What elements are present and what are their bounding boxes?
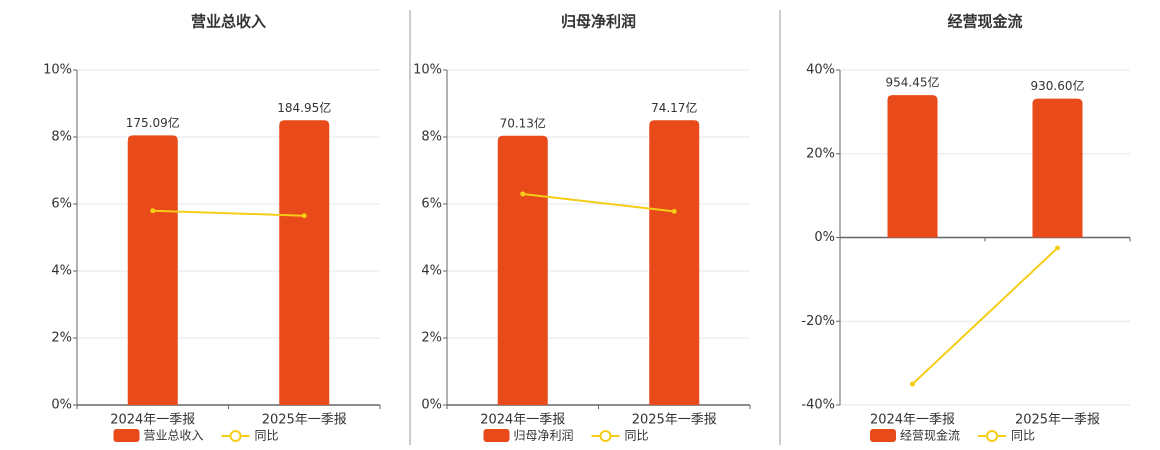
- y-tick-label: 4%: [51, 264, 72, 279]
- line-point: [671, 208, 677, 214]
- bar: [649, 120, 700, 405]
- x-tick-label: 2024年一季报: [110, 413, 195, 428]
- line: [522, 192, 675, 213]
- chart-title: 营业总收入: [191, 13, 266, 31]
- bar-value-label: 184.95亿: [277, 100, 331, 115]
- y-tick-label: 6%: [421, 197, 442, 212]
- y-tick-label: -40%: [801, 398, 835, 413]
- line-point: [910, 381, 915, 387]
- x-tick-label: 2025年一季报: [632, 413, 717, 428]
- line: [152, 209, 305, 217]
- legend-marker: [986, 430, 999, 442]
- x-tick-label: 2024年一季报: [870, 413, 955, 428]
- y-tick-label: 10%: [43, 63, 72, 78]
- y-tick-label: 2%: [421, 331, 442, 346]
- chart-title: 经营现金流: [947, 13, 1022, 31]
- line: [911, 247, 1059, 385]
- bar: [279, 120, 330, 405]
- legend-swatch: [483, 429, 510, 442]
- line-point: [520, 191, 526, 197]
- legend-marker: [599, 430, 612, 442]
- bar: [887, 95, 938, 238]
- legend-swatch: [870, 429, 896, 442]
- y-tick-label: 0%: [814, 230, 835, 245]
- legend-label: 归母净利润: [514, 429, 574, 443]
- y-tick-label: 40%: [806, 63, 835, 78]
- line-point: [1055, 245, 1060, 251]
- line-point: [150, 208, 156, 214]
- y-tick-label: 4%: [421, 264, 442, 279]
- bar: [497, 135, 548, 405]
- chart-title: 归母净利润: [561, 13, 636, 31]
- y-tick-label: 8%: [421, 130, 442, 145]
- bar-value-label: 930.60亿: [1031, 78, 1085, 93]
- y-tick-label: 20%: [806, 146, 835, 161]
- y-tick-label: 0%: [421, 398, 442, 413]
- y-tick-label: 8%: [51, 130, 72, 145]
- bar-value-label: 74.17亿: [651, 100, 697, 115]
- x-tick-label: 2025年一季报: [262, 413, 347, 428]
- y-tick-label: 10%: [413, 63, 442, 78]
- legend-label: 同比: [625, 429, 649, 443]
- y-tick-label: 2%: [51, 331, 72, 346]
- y-tick-label: 0%: [51, 398, 72, 413]
- y-tick-label: 6%: [51, 197, 72, 212]
- x-tick-label: 2024年一季报: [480, 413, 565, 428]
- x-tick-label: 2025年一季报: [1015, 413, 1100, 428]
- bar-value-label: 70.13亿: [500, 115, 546, 130]
- legend-swatch: [113, 429, 140, 442]
- bar: [1032, 98, 1083, 238]
- legend-label: 同比: [255, 429, 279, 443]
- legend-label: 经营现金流: [900, 428, 960, 443]
- bar-value-label: 175.09亿: [126, 115, 180, 130]
- y-tick-label: -20%: [801, 314, 835, 329]
- legend-label: 营业总收入: [144, 429, 204, 443]
- legend-marker: [229, 430, 242, 442]
- legend-label: 同比: [1011, 429, 1035, 443]
- bar: [127, 135, 178, 405]
- bar-value-label: 954.45亿: [886, 75, 940, 90]
- line-point: [301, 213, 307, 219]
